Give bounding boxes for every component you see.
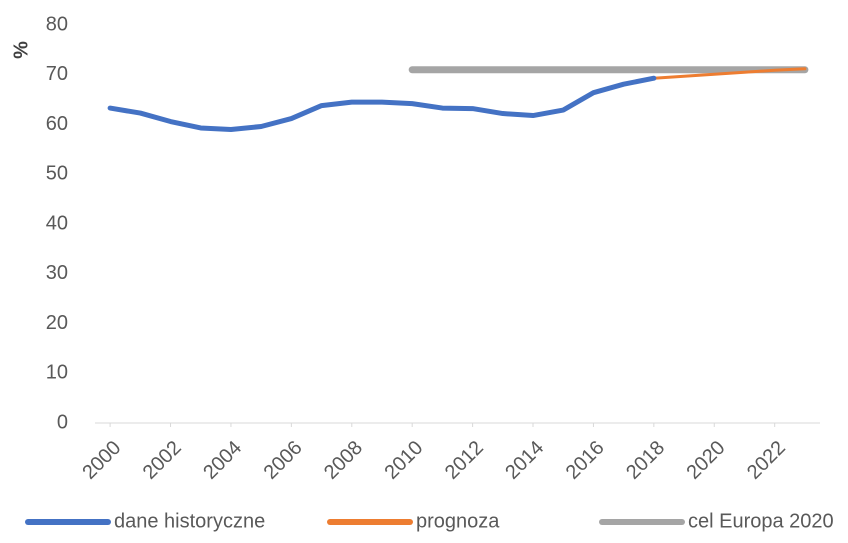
x-tick-label: 2020 (683, 437, 730, 484)
y-axis-label: % (10, 41, 32, 59)
x-tick-label: 2008 (320, 437, 367, 484)
y-tick-label: 30 (46, 262, 68, 284)
y-tick-label: 20 (46, 312, 68, 334)
x-tick-label: 2018 (622, 437, 669, 484)
y-tick-label: 40 (46, 212, 68, 234)
x-tick-label: 2022 (743, 437, 790, 484)
legend-label: prognoza (416, 510, 500, 532)
x-tick-label: 2010 (380, 437, 427, 484)
y-tick-label: 0 (57, 411, 68, 433)
y-tick-label: 70 (46, 63, 68, 85)
y-tick-label: 60 (46, 113, 68, 135)
legend-label: dane historyczne (114, 510, 265, 532)
y-tick-label: 10 (46, 362, 68, 384)
y-tick-label: 80 (46, 13, 68, 35)
x-tick-label: 2016 (562, 437, 609, 484)
x-tick-label: 2002 (139, 437, 186, 484)
y-tick-label: 50 (46, 163, 68, 185)
legend-label: cel Europa 2020 (688, 510, 834, 532)
x-tick-label: 2012 (441, 437, 488, 484)
series-line (652, 67, 807, 80)
x-tick-label: 2000 (78, 437, 125, 484)
series-line (107, 75, 657, 132)
x-tick-label: 2006 (260, 437, 307, 484)
x-tick-label: 2004 (199, 437, 246, 484)
x-tick-label: 2014 (501, 437, 548, 484)
